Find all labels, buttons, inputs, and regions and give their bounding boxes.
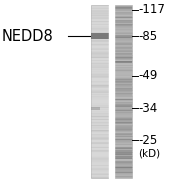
Text: -25: -25 <box>139 134 158 147</box>
Text: NEDD8: NEDD8 <box>2 28 54 44</box>
Bar <box>91 107 100 110</box>
Text: -117: -117 <box>139 3 165 16</box>
Bar <box>114 5 132 178</box>
Bar <box>91 33 109 39</box>
Bar <box>114 35 132 38</box>
Bar <box>91 5 109 178</box>
Text: (kD): (kD) <box>139 149 161 159</box>
Text: -34: -34 <box>139 102 158 114</box>
Text: -49: -49 <box>139 69 158 82</box>
Text: -85: -85 <box>139 30 158 42</box>
